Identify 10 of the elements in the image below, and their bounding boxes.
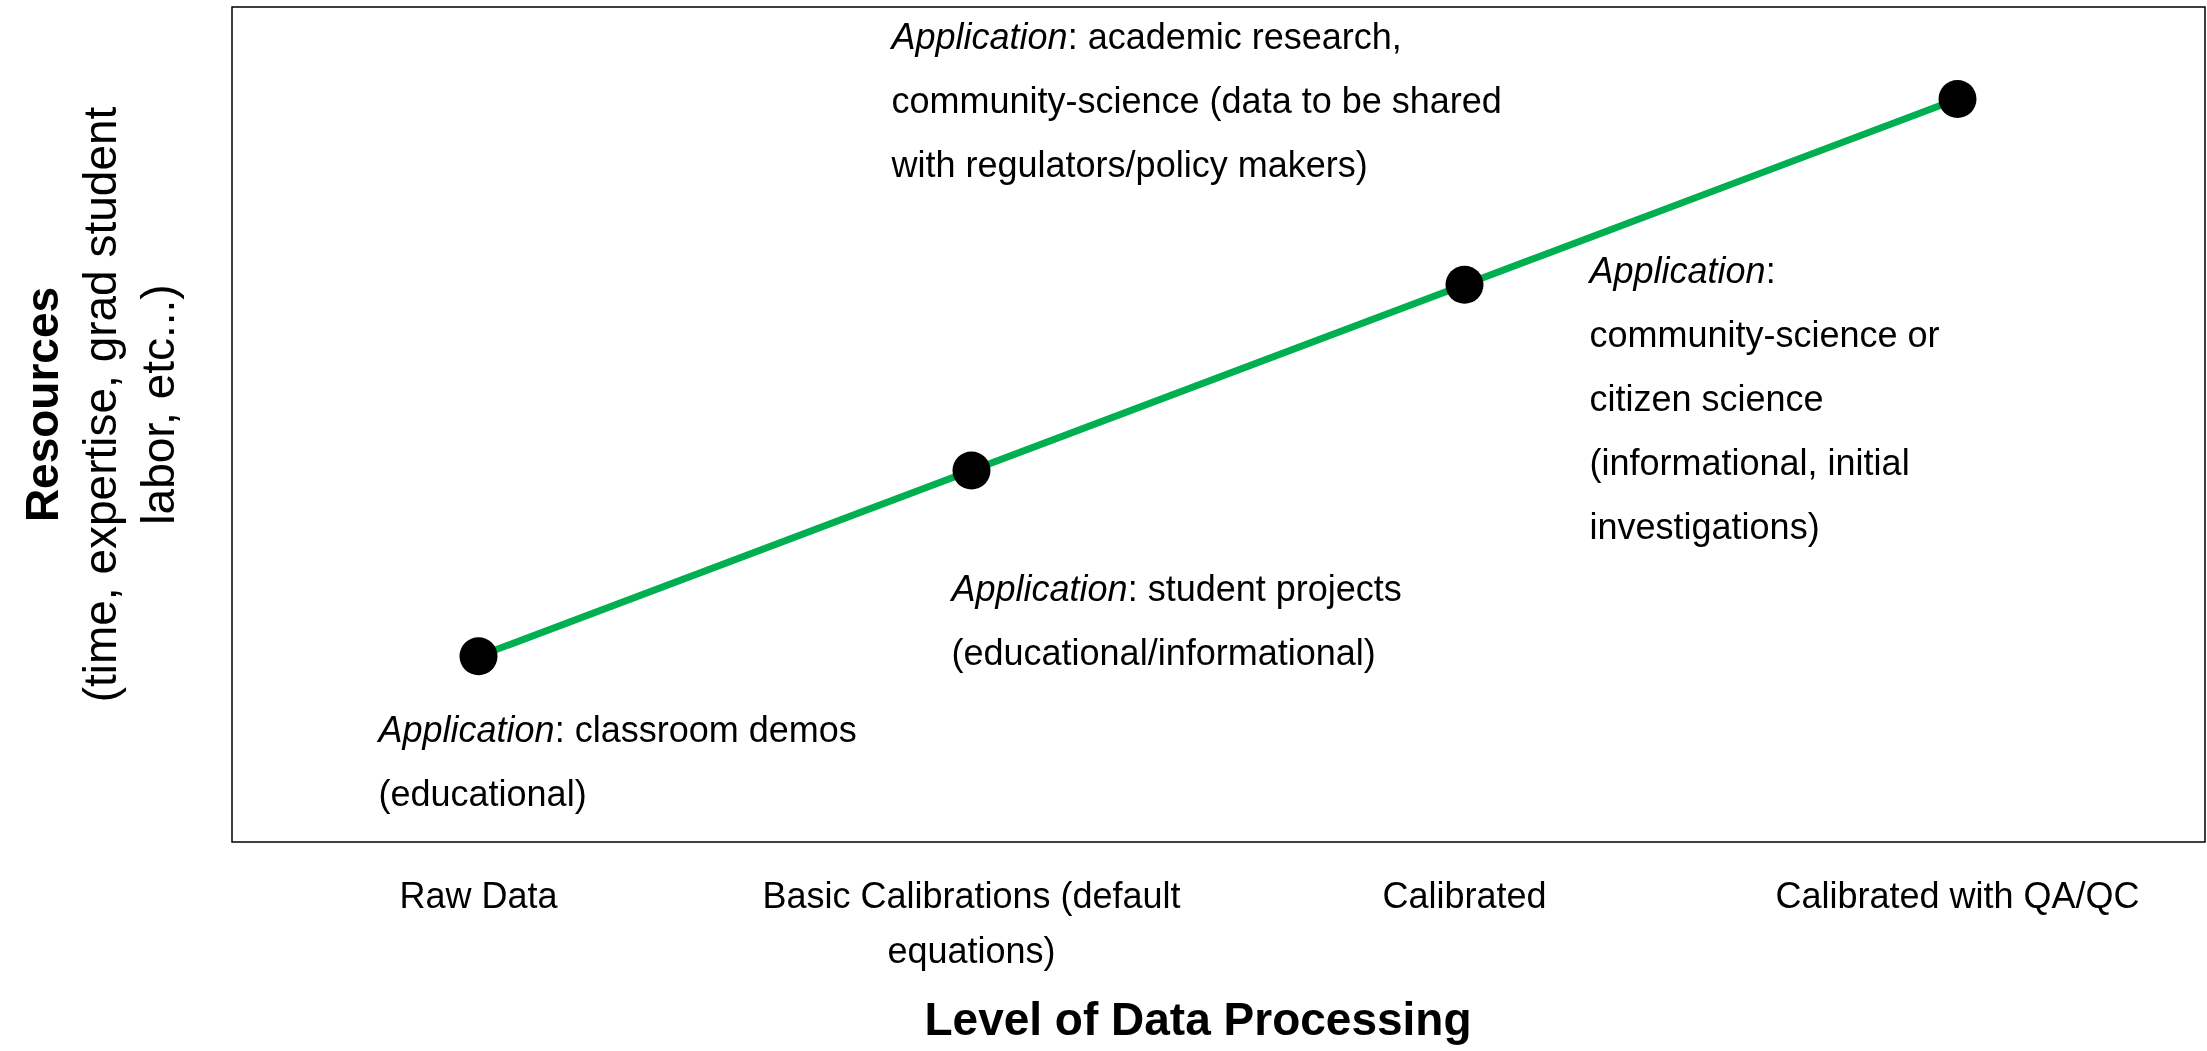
x-tick-label: Calibrated with QA/QC: [1775, 875, 2140, 916]
y-axis-title: Resources (time, expertise, grad student labor, etc...): [16, 106, 184, 703]
annotation: Application: academic research, community-science (data to be shared with regulators/policy makers): [889, 16, 1502, 185]
x-tick-label: Calibrated: [1382, 875, 1547, 916]
x-tick-label: Basic Calibrations (default equations): [762, 875, 1181, 971]
annotation: Application: community-science or citizen science (informational, initial investigations): [1587, 249, 1940, 547]
x-axis-title: Level of Data Processing: [924, 993, 1472, 1045]
annotation: Application: student projects (educational/informational): [949, 567, 1402, 673]
x-tick-label: Raw Data: [399, 875, 559, 916]
annotation: Application: classroom demos (educational): [376, 709, 857, 815]
